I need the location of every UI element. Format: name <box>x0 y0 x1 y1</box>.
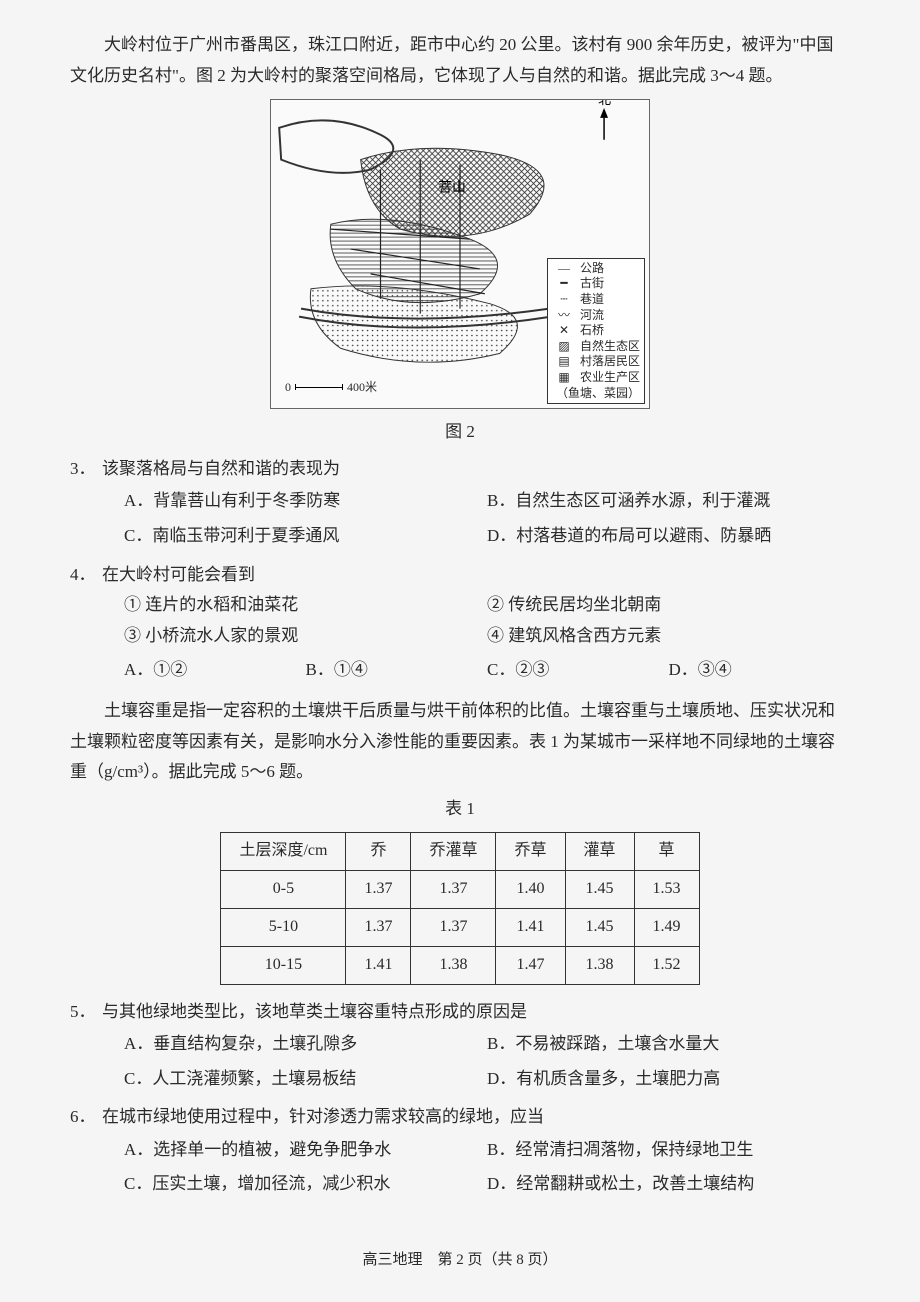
legend-label-river: 河流 <box>580 308 604 324</box>
cell: 1.47 <box>496 946 565 984</box>
th-0: 土层深度/cm <box>221 833 346 871</box>
table-1: 土层深度/cm 乔 乔灌草 乔草 灌草 草 0-5 1.37 1.37 1.40… <box>220 832 699 984</box>
q3-options: A．背靠菩山有利于冬季防寒 B．自然生态区可涵养水源，利于灌溉 C．南临玉带河利… <box>124 484 850 553</box>
cell: 1.53 <box>634 871 699 909</box>
cell: 1.45 <box>565 871 634 909</box>
passage-1: 大岭村位于广州市番禺区，珠江口附近，距市中心约 20 公里。该村有 900 余年… <box>70 30 850 91</box>
legend-label-agri: 农业生产区 <box>580 370 640 386</box>
q4-stem-row: 4． 在大岭村可能会看到 <box>70 560 850 591</box>
q5-opt-d[interactable]: D．有机质含量多，土壤肥力高 <box>487 1062 850 1097</box>
cell: 1.37 <box>346 871 411 909</box>
q5-num: 5． <box>70 997 102 1028</box>
cell: 1.37 <box>346 908 411 946</box>
cell: 1.41 <box>496 908 565 946</box>
q4-stem: 在大岭村可能会看到 <box>102 560 255 591</box>
table-row: 10-15 1.41 1.38 1.47 1.38 1.52 <box>221 946 699 984</box>
q3-stem: 该聚落格局与自然和谐的表现为 <box>102 454 340 485</box>
cell: 1.41 <box>346 946 411 984</box>
legend-label-road: 公路 <box>580 261 604 277</box>
th-5: 草 <box>634 833 699 871</box>
q3-stem-row: 3． 该聚落格局与自然和谐的表现为 <box>70 454 850 485</box>
legend-label-bridge: 石桥 <box>580 323 604 339</box>
legend-sym-eco: ▨ <box>552 339 576 355</box>
q5-stem: 与其他绿地类型比，该地草类土壤容重特点形成的原因是 <box>102 997 527 1028</box>
page-footer: 高三地理 第 2 页（共 8 页） <box>0 1247 920 1274</box>
q4-s1: ① 连片的水稻和油菜花 <box>124 590 487 621</box>
legend-label-alley: 巷道 <box>580 292 604 308</box>
table-1-caption: 表 1 <box>70 794 850 825</box>
legend-sym-bridge: ✕ <box>552 323 576 339</box>
cell: 10-15 <box>221 946 346 984</box>
cell: 1.38 <box>411 946 496 984</box>
q6-options: A．选择单一的植被，避免争肥争水 B．经常清扫凋落物，保持绿地卫生 C．压实土壤… <box>124 1133 850 1202</box>
q4-options: A．①② B．①④ C．②③ D．③④ <box>124 653 850 688</box>
scale-dist: 400米 <box>347 377 377 399</box>
figure-2-container: 北 菩山 0 400米 —公路 ━古街 ┄巷道 〰河流 ✕石桥 ▨自然生态区 ▤… <box>70 99 850 409</box>
q4-opt-d[interactable]: D．③④ <box>669 653 851 688</box>
q6-opt-c[interactable]: C．压实土壤，增加径流，减少积水 <box>124 1167 487 1202</box>
q4-s4: ④ 建筑风格含西方元素 <box>487 621 850 652</box>
map-center-label: 菩山 <box>438 180 466 196</box>
th-3: 乔草 <box>496 833 565 871</box>
legend-sym-oldstreet: ━ <box>552 276 576 292</box>
cell: 1.37 <box>411 908 496 946</box>
q4-opt-c[interactable]: C．②③ <box>487 653 669 688</box>
compass-label: 北 <box>598 100 611 107</box>
q5-opt-b[interactable]: B．不易被踩踏，土壤含水量大 <box>487 1027 850 1062</box>
cell: 1.37 <box>411 871 496 909</box>
legend-sym-agri: ▦ <box>552 370 576 386</box>
legend-sym-river: 〰 <box>552 308 576 324</box>
q6-opt-b[interactable]: B．经常清扫凋落物，保持绿地卫生 <box>487 1133 850 1168</box>
figure-2-caption: 图 2 <box>70 417 850 448</box>
q6-stem: 在城市绿地使用过程中，针对渗透力需求较高的绿地，应当 <box>102 1102 544 1133</box>
q6-opt-d[interactable]: D．经常翻耕或松土，改善土壤结构 <box>487 1167 850 1202</box>
q4-subitems: ① 连片的水稻和油菜花 ② 传统民居均坐北朝南 ③ 小桥流水人家的景观 ④ 建筑… <box>124 590 850 651</box>
legend-sym-village: ▤ <box>552 354 576 370</box>
legend-sym-road: — <box>552 261 576 277</box>
scale-zero: 0 <box>285 377 291 399</box>
q4-opt-b[interactable]: B．①④ <box>306 653 488 688</box>
scale-line <box>295 387 343 388</box>
table-row: 5-10 1.37 1.37 1.41 1.45 1.49 <box>221 908 699 946</box>
table-header-row: 土层深度/cm 乔 乔灌草 乔草 灌草 草 <box>221 833 699 871</box>
q4-opt-a[interactable]: A．①② <box>124 653 306 688</box>
cell: 1.52 <box>634 946 699 984</box>
q3-num: 3． <box>70 454 102 485</box>
passage-2: 土壤容重是指一定容积的土壤烘干后质量与烘干前体积的比值。土壤容重与土壤质地、压实… <box>70 696 850 788</box>
th-2: 乔灌草 <box>411 833 496 871</box>
q5-stem-row: 5． 与其他绿地类型比，该地草类土壤容重特点形成的原因是 <box>70 997 850 1028</box>
legend-label-eco: 自然生态区 <box>580 339 640 355</box>
th-1: 乔 <box>346 833 411 871</box>
cell: 1.45 <box>565 908 634 946</box>
legend-label-village: 村落居民区 <box>580 354 640 370</box>
q6-num: 6． <box>70 1102 102 1133</box>
cell: 0-5 <box>221 871 346 909</box>
legend-label-oldstreet: 古街 <box>580 276 604 292</box>
q5-opt-a[interactable]: A．垂直结构复杂，土壤孔隙多 <box>124 1027 487 1062</box>
map-box: 北 菩山 0 400米 —公路 ━古街 ┄巷道 〰河流 ✕石桥 ▨自然生态区 ▤… <box>270 99 650 409</box>
cell: 1.49 <box>634 908 699 946</box>
q4-num: 4． <box>70 560 102 591</box>
table-1-wrap: 土层深度/cm 乔 乔灌草 乔草 灌草 草 0-5 1.37 1.37 1.40… <box>70 832 850 984</box>
q6-opt-a[interactable]: A．选择单一的植被，避免争肥争水 <box>124 1133 487 1168</box>
q4-s2: ② 传统民居均坐北朝南 <box>487 590 850 621</box>
scale-bar: 0 400米 <box>285 377 377 399</box>
legend-box: —公路 ━古街 ┄巷道 〰河流 ✕石桥 ▨自然生态区 ▤村落居民区 ▦农业生产区… <box>547 258 645 404</box>
q6-stem-row: 6． 在城市绿地使用过程中，针对渗透力需求较高的绿地，应当 <box>70 1102 850 1133</box>
cell: 5-10 <box>221 908 346 946</box>
legend-sym-alley: ┄ <box>552 292 576 308</box>
legend-note: （鱼塘、菜园） <box>556 386 640 402</box>
q3-opt-a[interactable]: A．背靠菩山有利于冬季防寒 <box>124 484 487 519</box>
cell: 1.40 <box>496 871 565 909</box>
cell: 1.38 <box>565 946 634 984</box>
q5-options: A．垂直结构复杂，土壤孔隙多 B．不易被踩踏，土壤含水量大 C．人工浇灌频繁，土… <box>124 1027 850 1096</box>
table-row: 0-5 1.37 1.37 1.40 1.45 1.53 <box>221 871 699 909</box>
q3-opt-d[interactable]: D．村落巷道的布局可以避雨、防暴晒 <box>487 519 850 554</box>
q3-opt-c[interactable]: C．南临玉带河利于夏季通风 <box>124 519 487 554</box>
th-4: 灌草 <box>565 833 634 871</box>
q5-opt-c[interactable]: C．人工浇灌频繁，土壤易板结 <box>124 1062 487 1097</box>
q4-s3: ③ 小桥流水人家的景观 <box>124 621 487 652</box>
q3-opt-b[interactable]: B．自然生态区可涵养水源，利于灌溉 <box>487 484 850 519</box>
